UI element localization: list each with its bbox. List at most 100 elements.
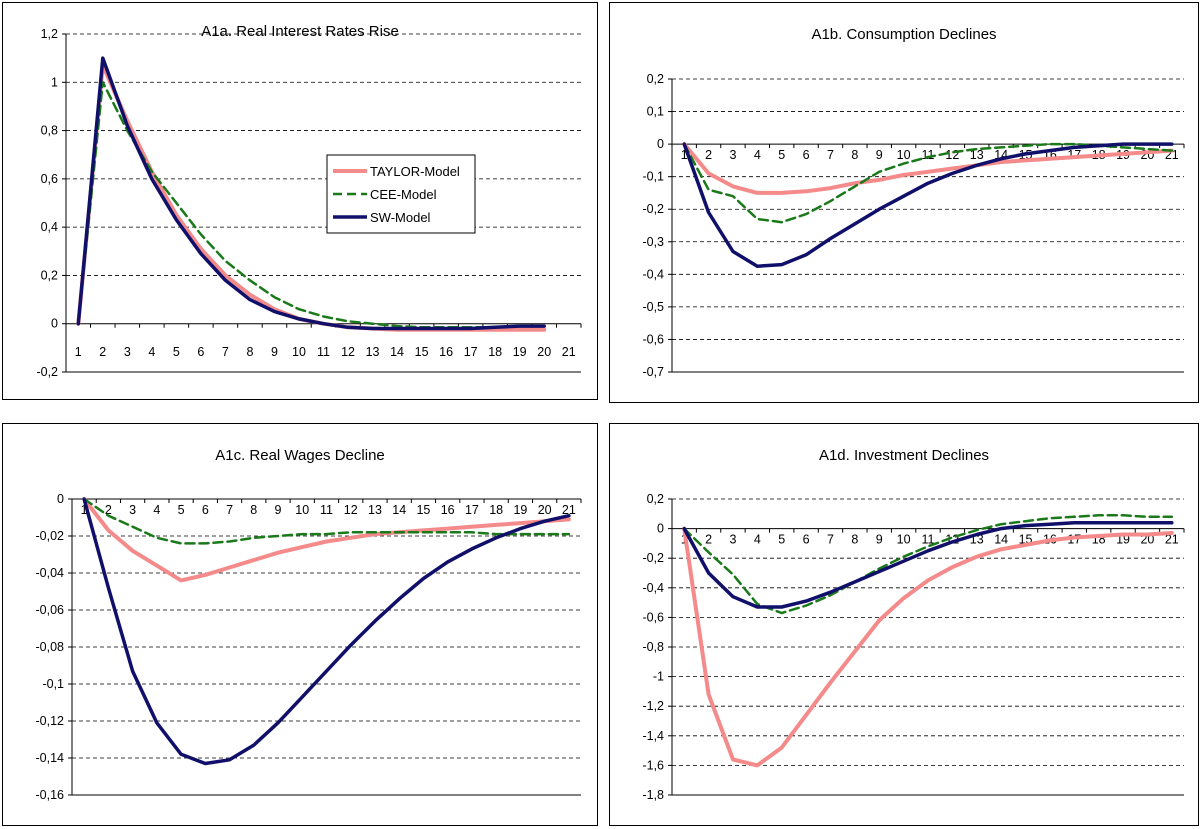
y-tick-label: -1,2 [642,699,664,713]
x-tick-label: 10 [897,148,911,162]
x-tick-label: 3 [124,345,131,359]
series-line-taylor-model [82,497,571,583]
y-tick-label: 0 [657,522,664,536]
series-line-cee-model [682,514,1174,615]
x-tick-label: 5 [178,503,185,517]
series-line-taylor-model [682,142,1174,195]
chart-panel-investment: A1d. Investment Declines -1,8 -1,6 -1,4 -1,2… [609,423,1199,826]
y-tick-label: -0,7 [642,365,664,379]
chart-svg: A1b. Consumption Declines -0,7 -0,6 -0,5 -0,… [642,26,1185,379]
y-tick-label: -0,3 [642,235,664,249]
x-tick-label: 11 [922,148,935,162]
x-tick-label: 3 [729,533,736,547]
legend-label-cee-model: CEE-Model [370,187,437,202]
x-tick-label: 18 [488,345,502,359]
x-tick-label: 7 [827,148,834,162]
x-tick-label: 6 [803,148,810,162]
y-tick-label: -0,1 [42,677,64,691]
y-tick-label: -0,02 [36,529,65,543]
x-tick-label: 13 [970,148,984,162]
y-tick-label: -0,4 [642,267,664,281]
x-tick-label: 13 [366,345,380,359]
y-tick-label: 0,2 [647,492,664,506]
x-tick-label: 10 [292,345,306,359]
x-tick-label: 13 [368,503,382,517]
x-tick-label: 8 [851,533,858,547]
y-tick-label: -0,06 [36,603,65,617]
series-line-taylor-model [682,526,1174,768]
x-tick-label: 4 [153,503,160,517]
x-tick-label: 6 [202,503,209,517]
y-tick-label: -0,2 [642,202,664,216]
y-tick-label: 0,2 [41,268,58,282]
series-line-sw-model [682,142,1174,268]
y-tick-label: -0,8 [642,640,664,654]
x-tick-label: 21 [562,503,576,517]
y-tick-label: -1,8 [642,788,664,802]
x-tick-label: 5 [778,533,785,547]
y-tick-label: 1 [51,75,58,89]
x-tick-label: 10 [295,503,309,517]
x-tick-label: 2 [99,345,106,359]
x-tick-label: 16 [441,503,455,517]
y-tick-label: -1,4 [642,729,664,743]
x-tick-label: 4 [148,345,155,359]
y-tick-label: -0,04 [36,566,65,580]
y-tick-label: -0,12 [36,714,65,728]
chart-title: A1a. Real Interest Rates Rise [201,23,399,40]
x-tick-label: 9 [271,345,278,359]
x-tick-label: 15 [415,345,429,359]
x-tick-label: 7 [222,345,229,359]
x-tick-label: 20 [537,345,551,359]
series-line-sw-model [682,520,1174,609]
x-tick-label: 8 [246,345,253,359]
x-tick-label: 4 [754,533,761,547]
x-tick-label: 20 [538,503,552,517]
y-tick-label: -0,5 [642,300,664,314]
x-tick-label: 11 [320,503,333,517]
y-tick-label: 0,2 [647,72,664,86]
x-tick-label: 5 [778,148,785,162]
x-tick-label: 14 [994,533,1008,547]
x-tick-label: 4 [754,148,761,162]
x-tick-label: 8 [851,148,858,162]
y-tick-label: 0,6 [41,172,58,186]
chart-panel-real-interest-rates: A1a. Real Interest Rates Rise -0,2 0 0,2 0,4… [2,2,598,400]
y-tick-label: -0,4 [642,581,664,595]
y-tick-label: 0 [51,317,58,331]
x-tick-label: 9 [876,148,883,162]
x-tick-label: 12 [341,345,355,359]
y-tick-label: 0,4 [41,220,58,234]
x-tick-label: 9 [275,503,282,517]
x-tick-label: 7 [827,533,834,547]
x-tick-label: 14 [390,345,404,359]
x-tick-label: 2 [705,148,712,162]
x-tick-label: 12 [344,503,358,517]
y-tick-label: -0,16 [36,788,65,802]
x-tick-label: 3 [729,148,736,162]
x-tick-label: 1 [681,148,688,162]
x-tick-label: 2 [105,503,112,517]
y-tick-label: -0,6 [642,610,664,624]
y-tick-label: 1,2 [41,27,58,41]
legend-label-sw-model: SW-Model [370,210,431,225]
x-tick-label: 19 [513,345,527,359]
x-tick-label: 11 [317,345,330,359]
chart-svg: A1c. Real Wages Decline-0,16-0,14-0,12-0… [36,447,582,802]
y-tick-label: -1 [653,670,664,684]
x-tick-label: 8 [250,503,257,517]
x-tick-label: 21 [1165,533,1179,547]
y-tick-label: -0,08 [36,640,65,654]
x-tick-label: 1 [81,503,88,517]
series-line-cee-model [82,497,571,545]
x-tick-label: 21 [562,345,576,359]
x-tick-label: 17 [465,503,479,517]
y-tick-label: -0,6 [642,332,664,346]
y-tick-label: -0,14 [36,751,65,765]
y-tick-label: 0,8 [41,124,58,138]
x-tick-label: 5 [173,345,180,359]
y-tick-label: -1,6 [642,758,664,772]
x-tick-label: 17 [464,345,478,359]
legend-label-taylor-model: TAYLOR-Model [370,164,460,179]
x-tick-label: 12 [945,148,959,162]
